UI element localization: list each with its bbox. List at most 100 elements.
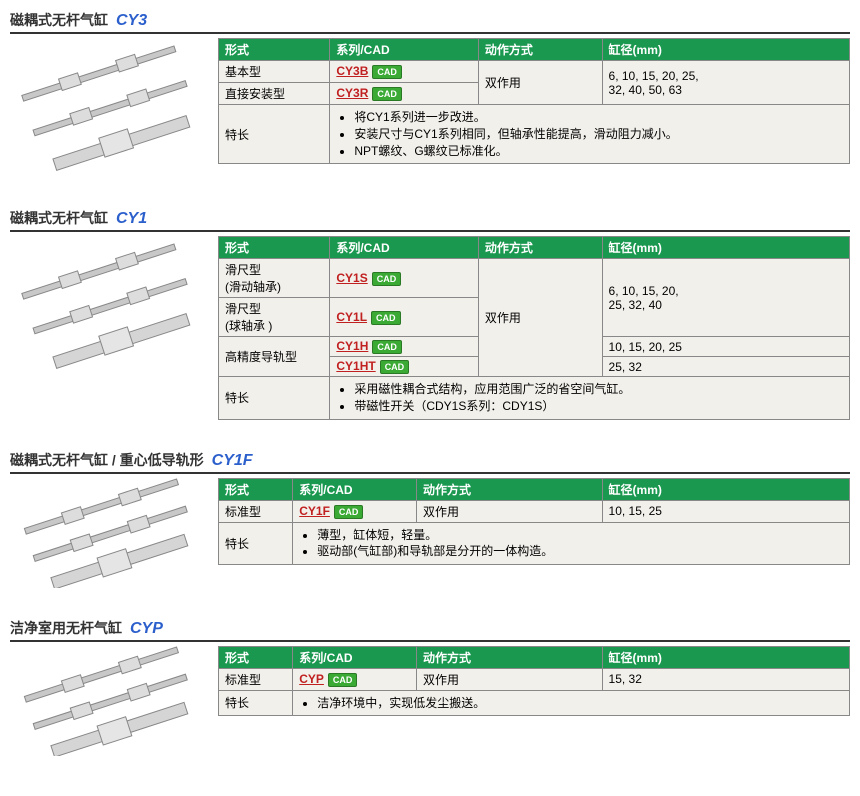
product-image [10, 646, 210, 756]
feature-label: 特长 [219, 105, 330, 164]
feature-row: 特长采用磁性耦合式结构，应用范围广泛的省空间气缸。带磁性开关（CDY1S系列：C… [219, 377, 850, 420]
table-header: 形式 [219, 478, 293, 500]
section-title: 磁耦式无杆气缸 CY1 [10, 208, 850, 232]
feature-item: 安装尺寸与CY1系列相同，但轴承性能提高，滑动阻力减小。 [354, 126, 843, 143]
cad-badge[interactable]: CAD [328, 673, 358, 687]
cell-series: CYP CAD [293, 668, 417, 690]
table-row: 标准型 CYP CAD 双作用15, 32 [219, 668, 850, 690]
series-link[interactable]: CY1H [336, 339, 368, 353]
table-row: 基本型CY3BCAD双作用6, 10, 15, 20, 25, 32, 40, … [219, 61, 850, 83]
product-image [10, 236, 210, 376]
cell-series: CY1F CAD [293, 500, 417, 522]
section-title-cn: 磁耦式无杆气缸 / 重心低导轨形 [10, 452, 204, 468]
content-row: 形式系列/CAD动作方式缸径(mm)基本型CY3BCAD双作用6, 10, 15… [10, 38, 850, 178]
table-header: 动作方式 [416, 478, 602, 500]
table-header: 系列/CAD [293, 478, 417, 500]
cad-badge[interactable]: CAD [334, 505, 364, 519]
series-link[interactable]: CY1L [336, 310, 367, 324]
feature-row: 特长薄型，缸体短，轻量。驱动部(气缸部)和导轨部是分开的一体构造。 [219, 522, 850, 565]
feature-content: 薄型，缸体短，轻量。驱动部(气缸部)和导轨部是分开的一体构造。 [293, 522, 850, 565]
cell-form: 高精度导轨型 [219, 337, 330, 377]
feature-row: 特长 洁净环境中，实现低发尘搬送。 [219, 690, 850, 716]
content-row: 形式系列/CAD动作方式缸径(mm) 标准型 CYP CAD 双作用15, 32 特长 洁净… [10, 646, 850, 756]
cell-series: CY1L CAD [330, 298, 478, 337]
spec-table: 形式系列/CAD动作方式缸径(mm) 标准型 CY1F CAD 双作用10, 15, 2… [218, 478, 850, 566]
table-header: 动作方式 [416, 646, 602, 668]
table-header: 缸径(mm) [602, 478, 849, 500]
table-row: 滑尺型 (滑动轴承)CY1SCAD双作用6, 10, 15, 20, 25, 3… [219, 259, 850, 298]
series-link[interactable]: CY3R [336, 86, 368, 100]
cell-form: 标准型 [219, 668, 293, 690]
feature-row: 特长将CY1系列进一步改进。安装尺寸与CY1系列相同，但轴承性能提高，滑动阻力减… [219, 105, 850, 164]
feature-item: 将CY1系列进一步改进。 [354, 109, 843, 126]
cad-badge[interactable]: CAD [371, 311, 401, 325]
cell-series: CY3R CAD [330, 83, 478, 105]
feature-label: 特长 [219, 690, 293, 716]
table-header: 系列/CAD [293, 646, 417, 668]
table-header: 动作方式 [478, 237, 602, 259]
table-header: 缸径(mm) [602, 646, 849, 668]
feature-label: 特长 [219, 522, 293, 565]
section-title-code: CY1 [116, 210, 147, 227]
spec-table: 形式系列/CAD动作方式缸径(mm) 标准型 CYP CAD 双作用15, 32 特长 洁净… [218, 646, 850, 717]
series-link[interactable]: CY3B [336, 64, 368, 78]
section-title-cn: 洁净室用无杆气缸 [10, 620, 122, 636]
table-header: 缸径(mm) [602, 39, 849, 61]
cell-action: 双作用 [416, 668, 602, 690]
product-section: 磁耦式无杆气缸 / 重心低导轨形 CY1F 形式系列/CAD动作方式缸径(mm) 标… [10, 450, 850, 588]
cell-bore: 25, 32 [602, 357, 849, 377]
series-link[interactable]: CY1HT [336, 359, 375, 373]
feature-item: 薄型，缸体短，轻量。 [317, 527, 843, 544]
cell-action: 双作用 [478, 61, 602, 105]
spec-table: 形式系列/CAD动作方式缸径(mm)基本型CY3BCAD双作用6, 10, 15… [218, 38, 850, 164]
cell-bore: 15, 32 [602, 668, 849, 690]
content-row: 形式系列/CAD动作方式缸径(mm)滑尺型 (滑动轴承)CY1SCAD双作用6,… [10, 236, 850, 420]
feature-content: 洁净环境中，实现低发尘搬送。 [293, 690, 850, 716]
table-header: 形式 [219, 237, 330, 259]
table-header: 动作方式 [478, 39, 602, 61]
table-row: 标准型 CY1F CAD 双作用10, 15, 25 [219, 500, 850, 522]
feature-item: NPT螺纹、G螺纹已标准化。 [354, 143, 843, 160]
table-header: 系列/CAD [330, 39, 478, 61]
cad-badge[interactable]: CAD [372, 340, 402, 354]
section-title-cn: 磁耦式无杆气缸 [10, 12, 108, 28]
feature-label: 特长 [219, 377, 330, 420]
cell-bore: 10, 15, 20, 25 [602, 337, 849, 357]
cell-bore: 6, 10, 15, 20, 25, 32, 40 [602, 259, 849, 337]
series-link[interactable]: CY1S [336, 271, 367, 285]
feature-content: 采用磁性耦合式结构，应用范围广泛的省空间气缸。带磁性开关（CDY1S系列：CDY… [330, 377, 850, 420]
cell-series: CY1HT CAD [330, 357, 478, 377]
cell-bore: 6, 10, 15, 20, 25, 32, 40, 50, 63 [602, 61, 849, 105]
table-header: 形式 [219, 646, 293, 668]
series-link[interactable]: CY1F [299, 504, 330, 518]
section-title: 洁净室用无杆气缸 CYP [10, 618, 850, 642]
cell-series: CY3B CAD [330, 61, 478, 83]
cell-form: 滑尺型 (球轴承 ) [219, 298, 330, 337]
product-section: 磁耦式无杆气缸CY3 形式系列/CAD动作方式缸径(mm)基本型CY3BCAD双… [10, 10, 850, 178]
cad-badge[interactable]: CAD [372, 65, 402, 79]
cad-badge[interactable]: CAD [372, 87, 402, 101]
cell-form: 标准型 [219, 500, 293, 522]
feature-item: 洁净环境中，实现低发尘搬送。 [317, 695, 843, 712]
cad-badge[interactable]: CAD [372, 272, 402, 286]
cell-form: 基本型 [219, 61, 330, 83]
cell-series: CY1H CAD [330, 337, 478, 357]
table-header: 缸径(mm) [602, 237, 849, 259]
section-title-code: CYP [130, 620, 163, 637]
section-title: 磁耦式无杆气缸 CY3 [10, 10, 850, 34]
cad-badge[interactable]: CAD [380, 360, 410, 374]
product-image [10, 38, 210, 178]
section-title-code: CY3 [116, 12, 147, 29]
spec-table: 形式系列/CAD动作方式缸径(mm)滑尺型 (滑动轴承)CY1SCAD双作用6,… [218, 236, 850, 420]
cell-action: 双作用 [416, 500, 602, 522]
feature-content: 将CY1系列进一步改进。安装尺寸与CY1系列相同，但轴承性能提高，滑动阻力减小。… [330, 105, 850, 164]
feature-item: 驱动部(气缸部)和导轨部是分开的一体构造。 [317, 543, 843, 560]
cell-form: 滑尺型 (滑动轴承) [219, 259, 330, 298]
section-title-code: CY1F [212, 452, 253, 469]
product-section: 磁耦式无杆气缸CY1 形式系列/CAD动作方式缸径(mm)滑尺型 (滑动轴承)C… [10, 208, 850, 420]
series-link[interactable]: CYP [299, 672, 324, 686]
cell-bore: 10, 15, 25 [602, 500, 849, 522]
section-title-cn: 磁耦式无杆气缸 [10, 210, 108, 226]
cell-form: 直接安装型 [219, 83, 330, 105]
content-row: 形式系列/CAD动作方式缸径(mm) 标准型 CY1F CAD 双作用10, 15, 2… [10, 478, 850, 588]
